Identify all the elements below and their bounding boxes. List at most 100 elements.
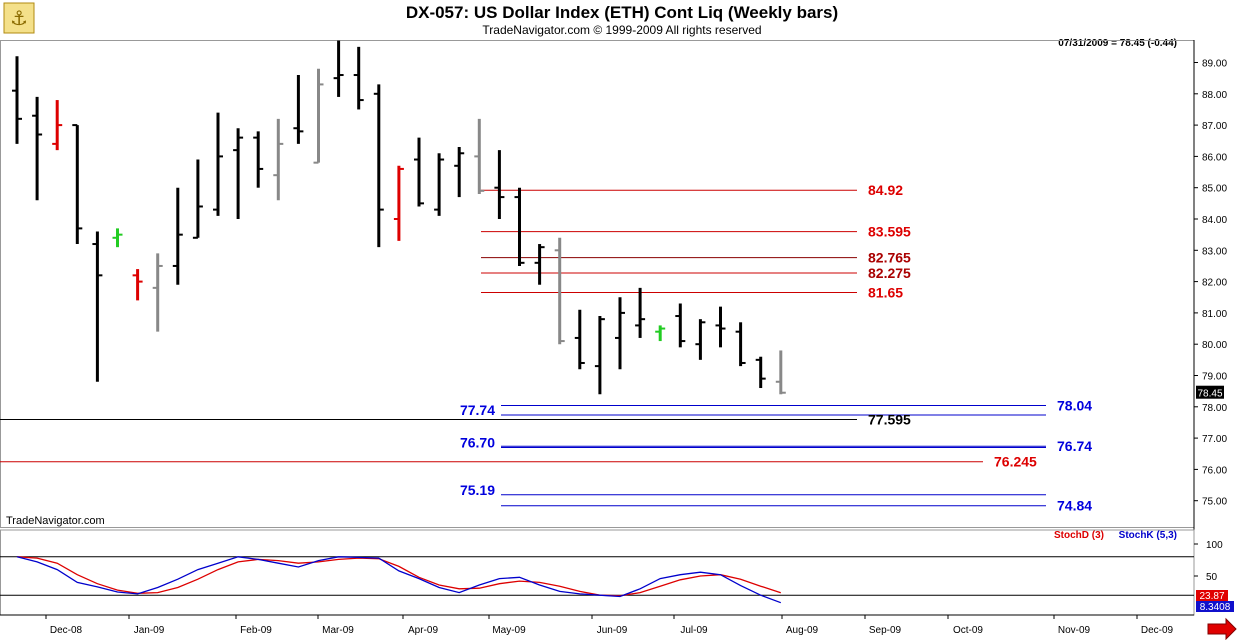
stoch-k-line	[16, 556, 782, 604]
ohlc-bar	[353, 46, 364, 110]
ohlc-bar	[675, 303, 686, 348]
copyright-subtitle: TradeNavigator.com © 1999-2009 All right…	[482, 23, 761, 37]
level-label-82-275: 82.275	[868, 265, 911, 281]
ohlc-bar	[32, 96, 43, 201]
ohlc-bar	[635, 287, 646, 338]
x-tick-label: Jun-09	[597, 625, 628, 636]
y-tick-label: 84.00	[1202, 215, 1227, 226]
ohlc-bar	[92, 231, 103, 382]
watermark-text: TradeNavigator.com	[6, 515, 105, 527]
ohlc-bar	[554, 237, 565, 345]
y-tick-label: 79.00	[1202, 372, 1227, 383]
stoch-plot-frame	[0, 529, 1195, 616]
level-label-74-84: 74.84	[1057, 498, 1092, 514]
stochastic-panel[interactable]: 100 50 StochD (3) StochK (5,3) 23.878.3408	[0, 529, 1234, 616]
level-label-83-595: 83.595	[868, 224, 911, 240]
level-label-78-04: 78.04	[1057, 398, 1092, 414]
y-tick-label: 82.00	[1202, 278, 1227, 289]
chart-title: DX-057: US Dollar Index (ETH) Cont Liq (…	[406, 3, 838, 22]
level-label-82-765: 82.765	[868, 250, 911, 266]
ohlc-bar	[333, 40, 344, 97]
ohlc-bar	[233, 128, 244, 219]
svg-text:⚓: ⚓	[10, 6, 28, 30]
legend-stochk: StochK (5,3)	[1119, 530, 1177, 541]
ohlc-bar	[152, 253, 163, 332]
last-price-label: 78.45	[1197, 389, 1222, 400]
ohlc-bar	[12, 56, 22, 144]
level-label-77-595: 77.595	[868, 411, 911, 427]
app-logo-icon[interactable]: ⚓	[3, 2, 35, 34]
x-tick-label: Jul-09	[680, 625, 708, 636]
ohlc-bar	[715, 306, 726, 348]
ohlc-bar	[293, 75, 304, 144]
ohlc-bar	[775, 350, 786, 395]
ohlc-bar	[414, 137, 424, 207]
ohlc-bar	[172, 187, 183, 285]
y-tick-label: 83.00	[1202, 246, 1227, 257]
ohlc-bar	[454, 147, 465, 198]
stoch-y-tick-label: 50	[1206, 572, 1218, 583]
ohlc-bar	[52, 100, 63, 151]
x-tick-label: Nov-09	[1058, 625, 1091, 636]
ohlc-bar	[735, 322, 746, 367]
ohlc-bar	[514, 187, 525, 266]
level-label-77-74: 77.74	[460, 402, 495, 418]
x-axis: Dec-08 Jan-09 Feb-09 Mar-09 Apr-09 May-09 Jun-…	[0, 614, 1194, 636]
ohlc-bar	[132, 269, 143, 301]
level-label-76-74: 76.74	[1057, 438, 1092, 454]
ohlc-bar	[474, 118, 485, 194]
ohlc-bar	[434, 153, 445, 216]
stochk-value-box	[1196, 601, 1234, 612]
stoch-y-tick-label: 100	[1206, 540, 1223, 551]
y-tick-label: 78.00	[1202, 403, 1227, 414]
stochd-value-box	[1196, 590, 1228, 601]
ohlc-bar	[615, 297, 625, 370]
legend-stochd: StochD (3)	[1054, 530, 1104, 541]
y-tick-label: 85.00	[1202, 184, 1227, 195]
ohlc-bar	[313, 68, 324, 164]
ohlc-bar	[213, 112, 223, 216]
x-tick-label: Mar-09	[322, 625, 354, 636]
ohlc-bar	[273, 118, 284, 201]
ohlc-bar	[594, 316, 605, 395]
last-price-box	[1196, 385, 1224, 399]
y-tick-label: 89.00	[1202, 59, 1227, 70]
level-label-76-245: 76.245	[994, 454, 1037, 470]
ohlc-bar	[494, 150, 505, 219]
x-tick-label: Dec-09	[1141, 625, 1174, 636]
ohlc-bar	[112, 228, 123, 248]
y-tick-label: 87.00	[1202, 121, 1227, 132]
y-tick-label: 77.00	[1202, 434, 1227, 445]
quote-readout: 07/31/2009 = 78.45 (-0.44)	[1058, 38, 1177, 49]
ohlc-bar	[755, 356, 766, 389]
scroll-right-icon[interactable]	[1207, 617, 1237, 640]
level-label-84-92: 84.92	[868, 182, 903, 198]
y-tick-label: 88.00	[1202, 90, 1227, 101]
x-tick-label: Dec-08	[50, 625, 83, 636]
ohlc-bar	[373, 84, 384, 248]
x-tick-label: Sep-09	[869, 625, 902, 636]
x-tick-label: May-09	[492, 625, 526, 636]
x-tick-label: Feb-09	[240, 625, 272, 636]
x-tick-label: Jan-09	[134, 625, 165, 636]
y-tick-label: 75.00	[1202, 497, 1227, 508]
ohlc-bar	[253, 131, 264, 188]
level-label-81-65: 81.65	[868, 285, 903, 301]
x-tick-label: Aug-09	[786, 625, 819, 636]
x-tick-label: Apr-09	[408, 625, 438, 636]
ohlc-bar	[655, 325, 666, 342]
ohlc-bar	[534, 244, 545, 285]
ohlc-bar	[192, 159, 203, 239]
ohlc-bar	[695, 319, 706, 360]
y-tick-label: 86.00	[1202, 152, 1227, 163]
stochk-value: 8.3408	[1200, 602, 1231, 613]
level-label-76-70: 76.70	[460, 434, 495, 450]
y-tick-label: 81.00	[1202, 309, 1227, 320]
ohlc-bar	[72, 124, 83, 245]
y-tick-label: 76.00	[1202, 465, 1227, 476]
price-panel[interactable]: 75.00 76.00 77.00 78.00 79.00 80.00 81.00 82.00…	[0, 40, 1227, 615]
level-label-75-19: 75.19	[460, 482, 495, 498]
stochd-value: 23.87	[1199, 591, 1224, 602]
ohlc-bar	[574, 309, 585, 370]
